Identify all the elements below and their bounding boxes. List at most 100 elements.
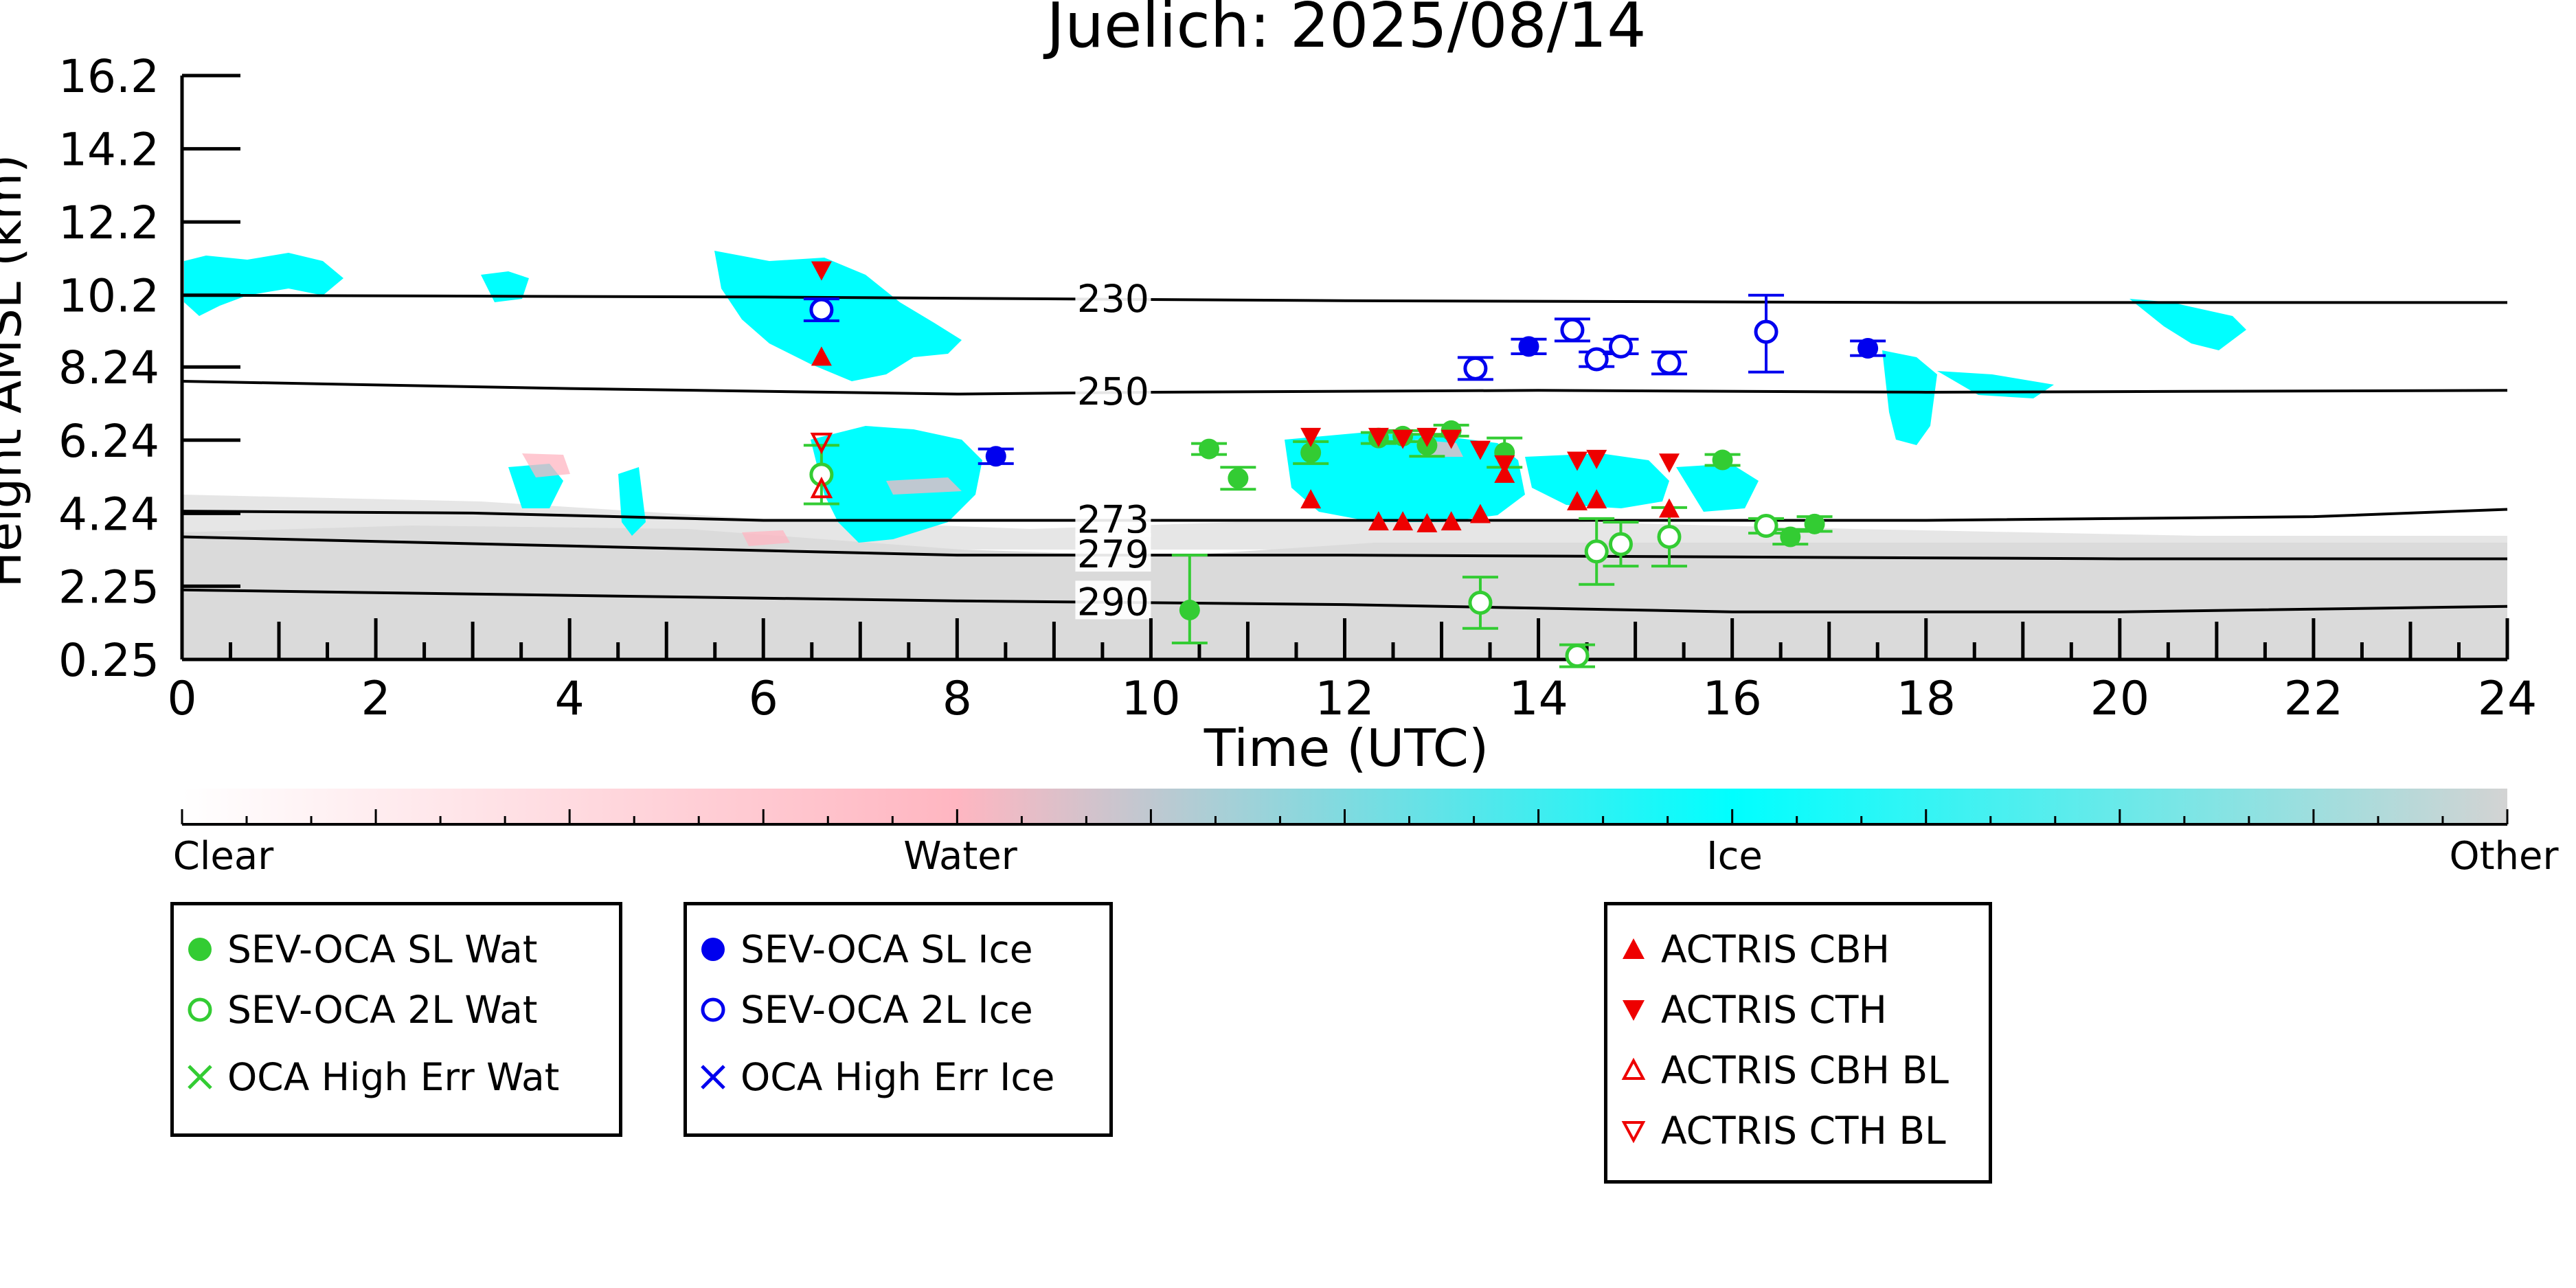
colorbar-label: Other bbox=[2449, 834, 2559, 879]
data-point bbox=[1416, 512, 1438, 532]
legend-water: SEV-OCA SL Wat SEV-OCA 2L Wat OCA High E… bbox=[170, 902, 622, 1137]
legend-label: ACTRIS CTH bbox=[1661, 988, 1887, 1032]
data-point bbox=[1300, 442, 1322, 463]
legend-actris: ACTRIS CBH ACTRIS CTH ACTRIS CBH BL ACTR… bbox=[1604, 902, 1992, 1184]
x-axis-label: Time (UTC) bbox=[1204, 718, 1489, 778]
data-point bbox=[1857, 338, 1879, 359]
x-tick-label: 0 bbox=[167, 672, 196, 726]
legend-label: SEV-OCA SL Wat bbox=[227, 927, 538, 971]
legend-item-sev-oca-2l-ice: SEV-OCA 2L Ice bbox=[687, 982, 1033, 1037]
legend-label: ACTRIS CTH BL bbox=[1661, 1109, 1946, 1153]
y-tick-label: 6.24 bbox=[58, 415, 159, 468]
isotherm-label-bg bbox=[1075, 498, 1151, 537]
data-point bbox=[1518, 336, 1539, 357]
filled-circle-icon bbox=[183, 933, 216, 966]
cloud-classification-image bbox=[182, 251, 2507, 659]
data-point bbox=[1754, 319, 1778, 344]
x-tick-label: 10 bbox=[1121, 672, 1181, 726]
data-point bbox=[1657, 524, 1682, 549]
y-tick-label: 0.25 bbox=[58, 634, 159, 687]
data-point bbox=[1567, 451, 1588, 471]
data-point bbox=[1440, 429, 1462, 449]
data-point bbox=[1586, 489, 1607, 509]
data-point bbox=[1440, 511, 1462, 531]
x-axis-ticks: 0 2 4 6 8 10 12 14 16 18 20 22 24 bbox=[167, 618, 2537, 726]
y-tick-label: 2.25 bbox=[58, 561, 159, 613]
legend-label: ACTRIS CBH bbox=[1661, 927, 1890, 971]
triangle-down-filled-icon bbox=[1617, 993, 1650, 1026]
x-mark-icon bbox=[183, 1061, 216, 1094]
legend-label: ACTRIS CBH BL bbox=[1661, 1048, 1949, 1092]
data-point bbox=[1565, 644, 1590, 668]
legend-item-actris-cbh: ACTRIS CBH bbox=[1607, 922, 1890, 977]
data-point bbox=[1804, 513, 1825, 534]
data-point bbox=[1463, 356, 1488, 381]
isotherm-label: 230 bbox=[1077, 277, 1149, 321]
isotherm-line bbox=[181, 508, 2508, 522]
colorbar-label: Clear bbox=[173, 834, 274, 879]
triangle-down-open-icon bbox=[1617, 1114, 1650, 1147]
open-circle-icon bbox=[697, 993, 730, 1026]
data-point bbox=[1228, 468, 1249, 489]
legend-item-sev-oca-sl-wat: SEV-OCA SL Wat bbox=[174, 922, 537, 977]
data-point bbox=[1780, 526, 1801, 547]
data-point bbox=[1392, 429, 1414, 449]
x-tick-label: 8 bbox=[942, 672, 972, 726]
x-tick-label: 20 bbox=[2090, 672, 2150, 726]
data-point bbox=[1179, 600, 1200, 621]
data-point bbox=[1368, 427, 1389, 447]
data-point bbox=[811, 346, 832, 366]
data-point bbox=[1658, 453, 1680, 473]
data-point bbox=[809, 462, 834, 487]
legend-item-sev-oca-sl-ice: SEV-OCA SL Ice bbox=[687, 922, 1033, 977]
isotherm-line bbox=[181, 535, 2507, 561]
x-tick-label: 6 bbox=[749, 672, 778, 726]
data-point bbox=[1469, 440, 1491, 460]
legend-label: OCA High Err Wat bbox=[227, 1055, 560, 1099]
x-tick-label: 16 bbox=[1702, 672, 1762, 726]
isotherm-label: 250 bbox=[1077, 370, 1149, 414]
x-mark-icon bbox=[697, 1061, 730, 1094]
data-point bbox=[1608, 334, 1633, 359]
legend-label: SEV-OCA 2L Wat bbox=[227, 988, 538, 1032]
data-point bbox=[1300, 427, 1322, 447]
y-tick-label: 16.2 bbox=[58, 50, 159, 103]
legend-item-actris-cth-bl: ACTRIS CTH BL bbox=[1607, 1103, 1946, 1158]
data-point bbox=[1608, 532, 1633, 556]
y-tick-label: 12.2 bbox=[58, 196, 159, 249]
data-point bbox=[1300, 489, 1322, 509]
legend-ice: SEV-OCA SL Ice SEV-OCA 2L Ice OCA High E… bbox=[683, 902, 1113, 1137]
data-point bbox=[1392, 511, 1414, 531]
x-tick-label: 12 bbox=[1315, 672, 1375, 726]
isotherm-line bbox=[181, 293, 2507, 304]
x-tick-label: 22 bbox=[2284, 672, 2344, 726]
isotherm-label: 279 bbox=[1077, 532, 1149, 576]
y-tick-label: 10.2 bbox=[58, 270, 159, 323]
data-point bbox=[1494, 455, 1515, 475]
legend-label: SEV-OCA 2L Ice bbox=[741, 988, 1033, 1032]
y-tick-label: 14.2 bbox=[58, 124, 159, 177]
y-axis-ticks: 0.25 2.25 4.24 6.24 8.24 10.2 12.2 14.2 16.2 bbox=[58, 50, 240, 687]
legend-item-sev-oca-2l-wat: SEV-OCA 2L Wat bbox=[174, 982, 538, 1037]
data-point bbox=[1560, 317, 1585, 342]
data-point bbox=[1754, 513, 1778, 538]
data-point bbox=[810, 432, 833, 455]
data-point bbox=[1567, 490, 1588, 510]
data-point bbox=[1658, 498, 1680, 518]
data-point bbox=[1469, 504, 1491, 523]
data-point bbox=[1199, 438, 1220, 460]
data-point bbox=[1657, 350, 1682, 375]
data-point bbox=[1586, 449, 1607, 469]
colorbar-label: Ice bbox=[1706, 834, 1763, 879]
data-markers bbox=[803, 261, 1886, 668]
triangle-up-filled-icon bbox=[1617, 933, 1650, 966]
x-tick-label: 24 bbox=[2478, 672, 2538, 726]
isotherm-label-bg bbox=[1075, 277, 1151, 316]
y-tick-label: 8.24 bbox=[58, 341, 159, 394]
data-point bbox=[1584, 347, 1609, 372]
triangle-up-open-icon bbox=[1617, 1054, 1650, 1087]
colorbar-labels: Clear Water Ice Other bbox=[173, 834, 2560, 879]
isotherm-label: 290 bbox=[1077, 580, 1149, 624]
